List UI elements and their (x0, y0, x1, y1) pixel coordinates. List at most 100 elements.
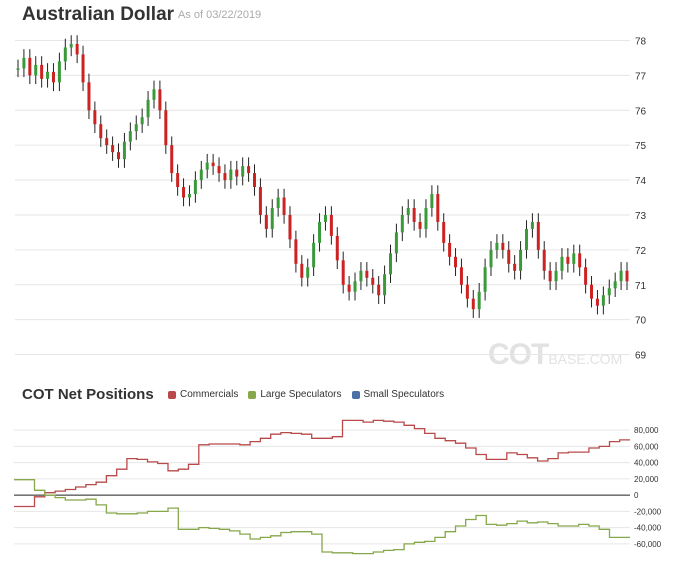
price-candle (365, 270, 369, 278)
price-candle (81, 54, 85, 83)
price-candle (34, 64, 38, 76)
price-candle (323, 214, 327, 222)
cot-legend: Commercials Large Speculators Small Spec… (168, 389, 444, 400)
price-candle (276, 197, 280, 208)
price-candle (158, 89, 162, 111)
price-candle (459, 267, 463, 285)
cot-tick-label: 20,000 (634, 475, 659, 484)
price-candle (619, 270, 623, 282)
price-candle (519, 249, 523, 271)
price-candle (625, 270, 629, 282)
price-candle (176, 173, 180, 188)
price-candle (264, 214, 268, 229)
price-candle (341, 260, 345, 285)
price-candle (16, 68, 20, 70)
price-tick-label: 78 (635, 36, 647, 47)
price-candle (75, 43, 79, 55)
price-candle (270, 207, 274, 229)
cot-tick-label: 80,000 (634, 426, 659, 435)
price-candle (57, 61, 61, 83)
price-candle (477, 291, 481, 310)
price-candle (122, 141, 126, 160)
price-candle (595, 298, 599, 306)
price-candle (306, 267, 310, 278)
price-tick-label: 69 (635, 351, 647, 362)
legend-large-speculators[interactable]: Large Speculators (248, 389, 342, 400)
price-candle (560, 256, 564, 271)
price-candle (495, 242, 499, 250)
price-candle (217, 166, 221, 174)
price-candle (412, 207, 416, 222)
cot-tick-label: 0 (634, 491, 639, 500)
price-tick-label: 74 (635, 176, 647, 187)
price-candle (335, 235, 339, 261)
price-candle (572, 253, 576, 264)
price-candle (170, 145, 174, 174)
price-tick-label: 71 (635, 281, 647, 292)
price-candle (388, 253, 392, 275)
price-candle (507, 249, 511, 264)
cot-tick-label: -20,000 (634, 507, 662, 516)
price-candle (584, 267, 588, 285)
price-candle (554, 270, 558, 282)
price-candle (51, 71, 55, 83)
price-candle (63, 47, 67, 62)
price-candle (117, 152, 121, 160)
price-candle (424, 207, 428, 229)
price-candle (205, 162, 209, 170)
price-candle (513, 263, 517, 271)
price-candle (359, 270, 363, 282)
price-candle (105, 138, 109, 146)
cot-tick-label: -40,000 (634, 524, 662, 533)
price-candle (607, 288, 611, 296)
price-candle (590, 284, 594, 299)
price-candle (152, 89, 156, 100)
price-candle (400, 214, 404, 233)
price-candle (87, 82, 91, 111)
price-candle (530, 221, 534, 229)
price-candle (318, 221, 322, 243)
legend-swatch-commercials (168, 390, 176, 399)
cot-series-commercials (14, 419, 630, 508)
price-candle (430, 194, 434, 208)
legend-label-commercials: Commercials (180, 389, 239, 400)
price-candle (187, 194, 191, 198)
price-tick-label: 73 (635, 211, 647, 222)
cot-tick-label: 60,000 (634, 442, 659, 451)
price-candle (182, 187, 186, 198)
price-candle (471, 298, 475, 310)
legend-label-large-speculators: Large Speculators (260, 389, 342, 400)
price-candle (448, 242, 452, 257)
price-candle (134, 124, 138, 132)
legend-label-small-speculators: Small Speculators (363, 389, 445, 400)
price-candle (524, 228, 528, 250)
price-candle (601, 295, 605, 306)
price-tick-label: 77 (635, 71, 647, 82)
price-candle (241, 166, 245, 177)
price-candle (489, 249, 493, 268)
chart-title: Australian Dollar (22, 4, 175, 25)
price-candle (288, 214, 292, 240)
legend-commercials[interactable]: Commercials (168, 389, 238, 400)
price-chart: 69 70 71 72 73 74 75 76 77 78 (15, 35, 647, 362)
price-candle (465, 284, 469, 299)
price-candle (383, 274, 387, 296)
price-candle (28, 57, 32, 76)
price-candle (418, 221, 422, 229)
price-candle (229, 169, 233, 181)
price-tick-label: 72 (635, 246, 647, 257)
price-candle (69, 43, 73, 48)
cot-tick-label: 40,000 (634, 459, 659, 468)
price-candle (258, 187, 262, 215)
price-candle (99, 124, 103, 139)
price-candle (111, 145, 115, 153)
price-candle (312, 242, 316, 268)
legend-small-speculators[interactable]: Small Speculators (351, 389, 445, 400)
price-candle (406, 207, 410, 215)
price-candle (371, 277, 375, 285)
cot-series-large-speculators (14, 479, 630, 555)
price-candle (128, 131, 132, 142)
price-candle (548, 270, 552, 282)
price-candle (294, 239, 298, 264)
price-candle (613, 281, 617, 289)
